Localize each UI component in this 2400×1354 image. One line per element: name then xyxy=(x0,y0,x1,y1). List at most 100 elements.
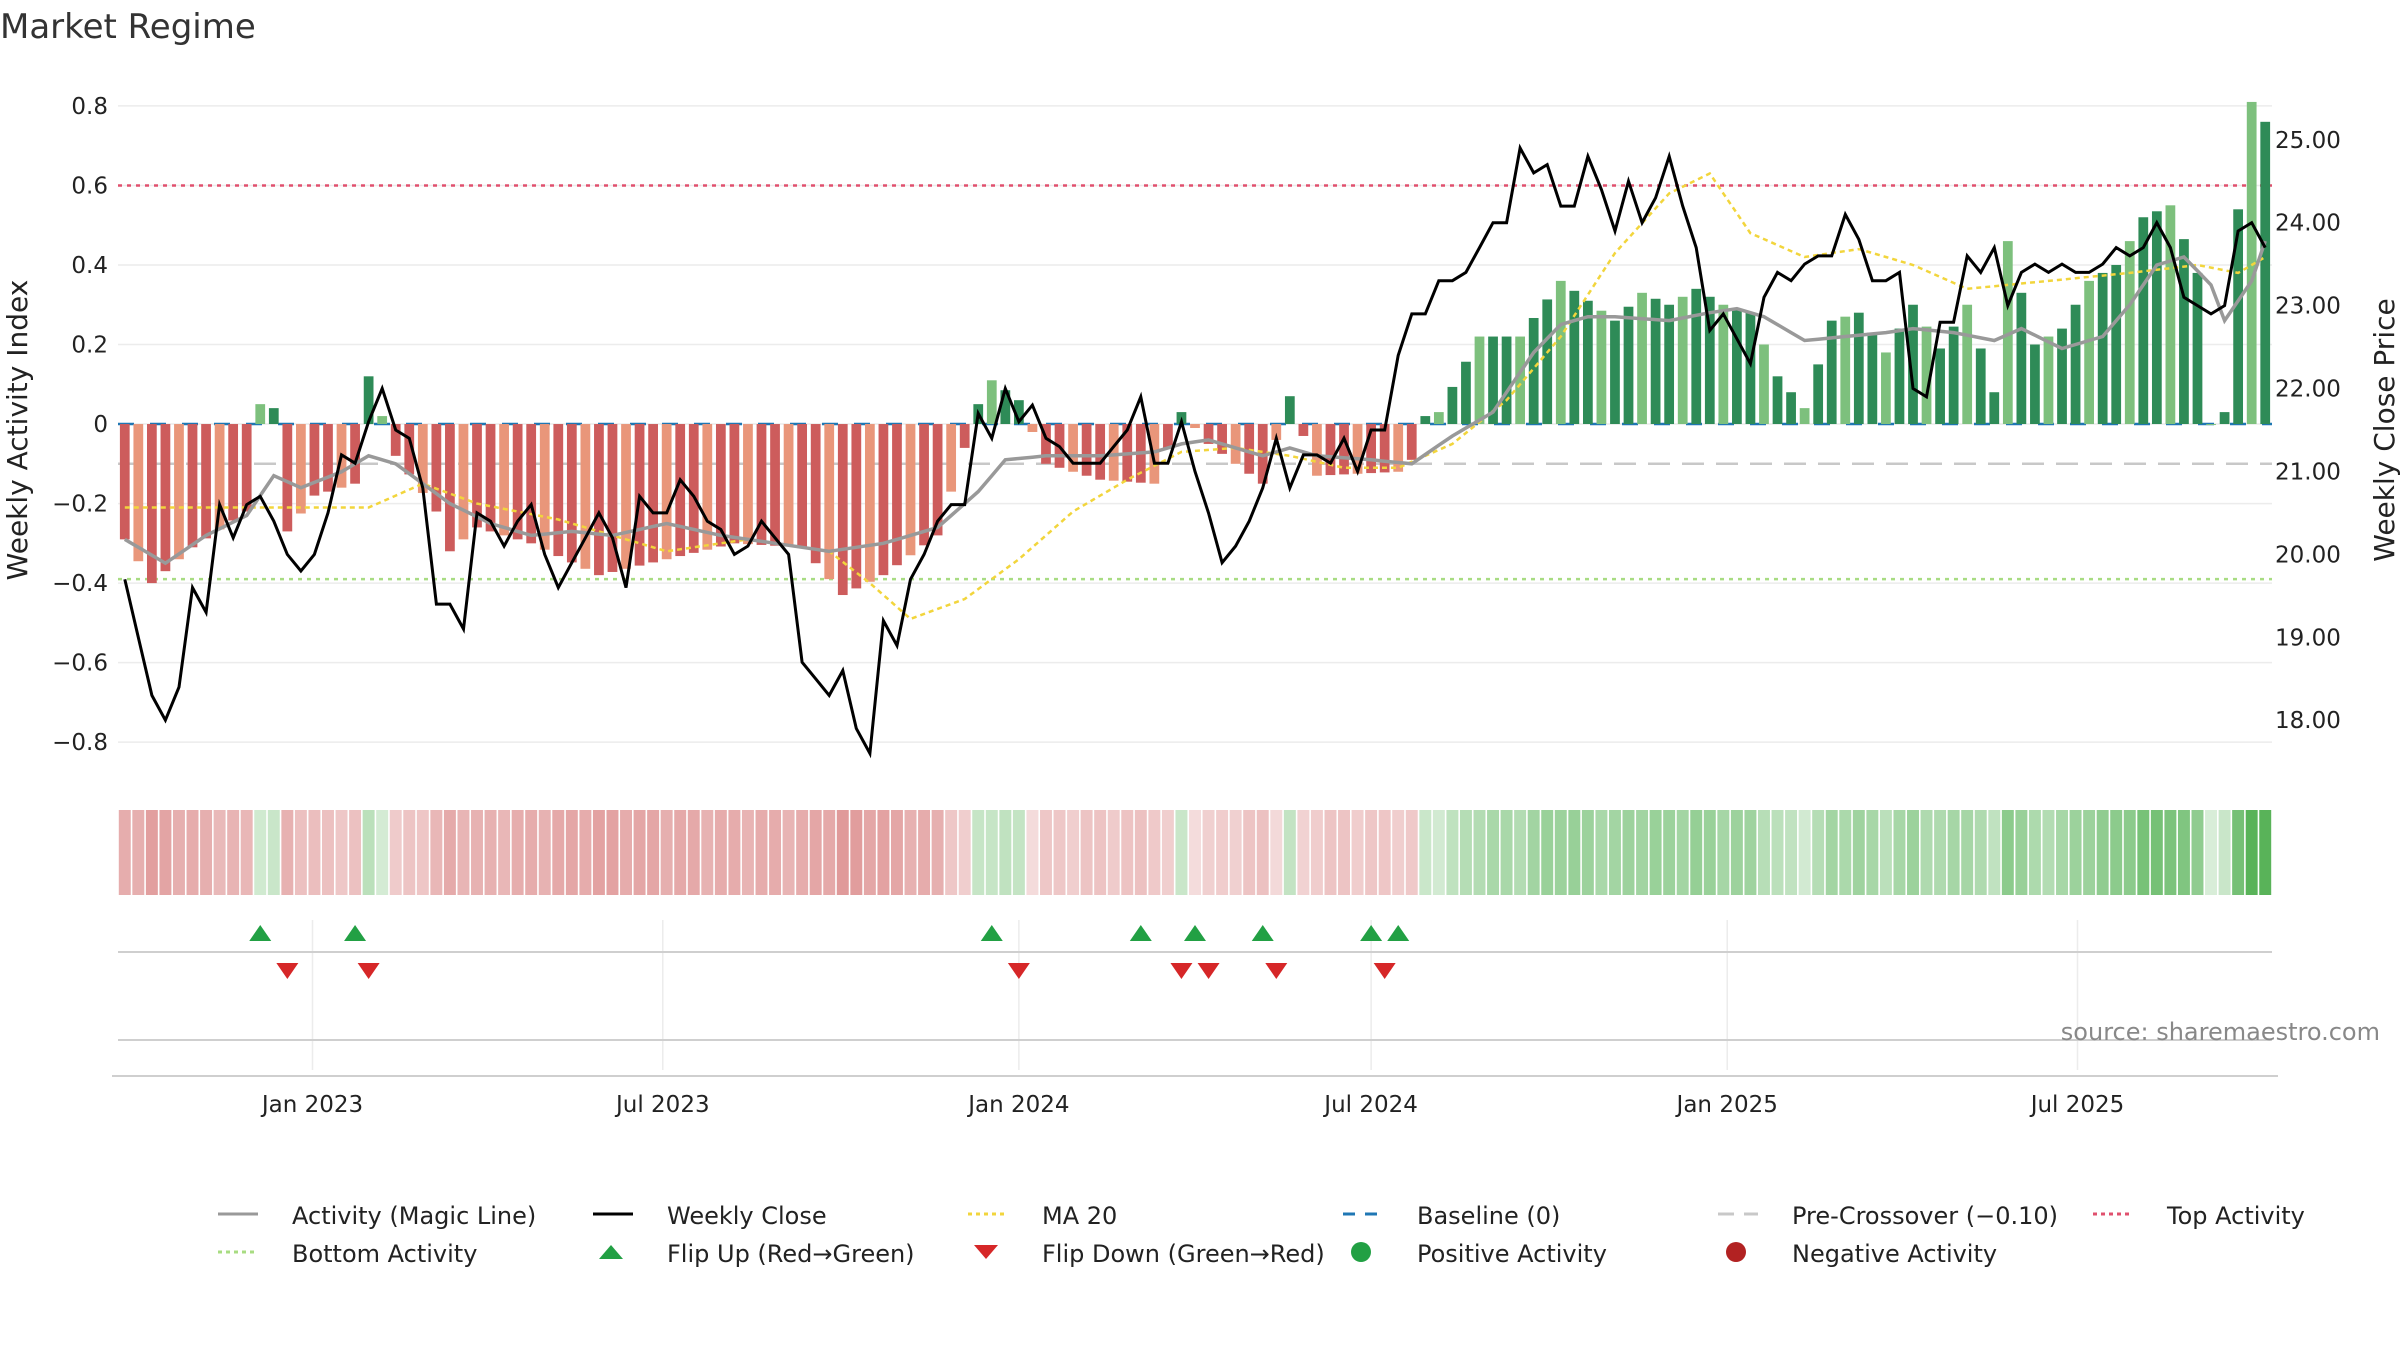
activity-bar xyxy=(743,424,753,545)
regime-strip-cell xyxy=(254,810,267,895)
activity-bar xyxy=(268,408,279,425)
regime-strip-cell xyxy=(186,810,199,895)
activity-bar xyxy=(1108,424,1119,481)
y-tick-right: 22.00 xyxy=(2275,377,2341,403)
activity-bar xyxy=(1908,304,1918,425)
activity-bar xyxy=(174,424,184,560)
regime-strip-cell xyxy=(2028,810,2041,895)
legend-label: Flip Up (Red→Green) xyxy=(667,1240,915,1268)
regime-strip-cell xyxy=(1541,810,1554,895)
regime-strip-cell xyxy=(1161,810,1174,895)
activity-bar xyxy=(824,424,835,580)
axes: 0.8 0.6 0.4 0.2 0 −0.2 −0.4 −0.6 −0.8 25.00 24.00 2… xyxy=(52,94,2341,1118)
regime-strip-cell xyxy=(1107,810,1120,895)
activity-bar xyxy=(1610,320,1620,425)
regime-strip-cell xyxy=(1012,810,1025,895)
regime-strip-cell xyxy=(2001,810,2014,895)
activity-bar xyxy=(1488,336,1498,425)
regime-strip-cell xyxy=(552,810,565,895)
regime-strip-cell xyxy=(213,810,226,895)
activity-bar xyxy=(2084,280,2094,425)
source-note: source: sharemaestro.com xyxy=(2061,1018,2380,1046)
regime-strip-cell xyxy=(227,810,240,895)
regime-strip-cell xyxy=(240,810,253,895)
regime-strip-cell xyxy=(1473,810,1486,895)
activity-bar xyxy=(1813,364,1824,425)
activity-bar xyxy=(1650,298,1661,425)
regime-strip-cell xyxy=(308,810,321,895)
regime-strip-cell xyxy=(281,810,294,895)
activity-bar xyxy=(675,424,686,557)
activity-bar xyxy=(1474,336,1485,425)
regime-strip-cell xyxy=(1053,810,1066,895)
activity-bar xyxy=(526,424,537,544)
flip-down-marker xyxy=(1007,963,1030,979)
regime-strip-cell xyxy=(1338,810,1350,895)
regime-strip-cell xyxy=(322,810,334,895)
regime-strip-cell xyxy=(918,810,931,895)
x-tick-label: Jul 2025 xyxy=(2029,1092,2125,1118)
x-tick-label: Jan 2023 xyxy=(260,1092,363,1118)
regime-strip-cell xyxy=(1243,810,1256,895)
activity-bar xyxy=(2124,241,2135,425)
flip-down-marker xyxy=(276,963,299,979)
activity-bar xyxy=(2002,241,2013,425)
activity-bar xyxy=(1826,320,1837,425)
activity-bar xyxy=(986,380,997,425)
activity-bar xyxy=(661,424,672,560)
activity-bar xyxy=(160,424,171,572)
activity-bar xyxy=(472,424,482,528)
activity-bar xyxy=(1461,361,1471,425)
activity-bar xyxy=(296,424,306,514)
regime-strip-cell xyxy=(1080,810,1093,895)
weekly-close-line xyxy=(123,143,2267,759)
y-tick-left: 0.6 xyxy=(71,173,108,199)
regime-strip-cell xyxy=(1392,810,1405,895)
y-axis-label-left: Weekly Activity Index xyxy=(1,280,34,581)
activity-bar xyxy=(1149,424,1160,484)
regime-strip-cell xyxy=(836,810,849,895)
regime-strip-cell xyxy=(1134,810,1147,895)
activity-bar xyxy=(187,424,198,548)
activity-bar xyxy=(1989,392,2000,425)
activity-bar xyxy=(621,424,631,569)
legend-label: Positive Activity xyxy=(1417,1240,1607,1268)
regime-strip-cell xyxy=(1324,810,1337,895)
legend: Activity (Magic Line) Weekly Close MA 20 Ba… xyxy=(218,1202,2305,1268)
regime-strip-cell xyxy=(2015,810,2028,895)
activity-bar xyxy=(417,424,428,493)
activity-bar xyxy=(1393,424,1404,472)
y-tick-left: 0 xyxy=(93,412,108,438)
activity-bar xyxy=(390,424,401,456)
activity-bar xyxy=(729,424,740,544)
regime-strip-cell xyxy=(755,810,768,895)
activity-bar xyxy=(797,424,808,548)
activity-bar xyxy=(2070,304,2081,425)
activity-bar xyxy=(1190,424,1200,429)
regime-strip-cell xyxy=(714,810,727,895)
regime-strip-cell xyxy=(267,810,280,895)
regime-strip-cell xyxy=(890,810,903,895)
regime-strip-cell xyxy=(498,810,511,895)
legend-marker xyxy=(974,1245,998,1259)
chart-title: Market Regime xyxy=(0,7,256,47)
activity-bar xyxy=(2057,328,2067,425)
regime-strip-cell xyxy=(1067,810,1080,895)
activity-bar xyxy=(1257,424,1268,484)
y-tick-right: 24.00 xyxy=(2275,211,2341,237)
x-tick-label: Jan 2024 xyxy=(966,1092,1069,1118)
activity-bar xyxy=(1637,292,1647,425)
activity-bar xyxy=(377,416,388,425)
activity-bar xyxy=(1528,317,1539,425)
regime-strip-cell xyxy=(1026,810,1039,895)
regime-strip-cell xyxy=(1189,810,1201,895)
regime-strip-cell xyxy=(1378,810,1391,895)
y-tick-left: −0.4 xyxy=(52,571,108,597)
regime-strip-cell xyxy=(159,810,172,895)
activity-bar xyxy=(1704,296,1715,425)
regime-strip-cell xyxy=(1730,810,1743,895)
activity-bar xyxy=(783,424,794,547)
activity-bar xyxy=(905,424,916,556)
regime-strip-cell xyxy=(511,810,524,895)
activity-bar xyxy=(1664,304,1675,425)
